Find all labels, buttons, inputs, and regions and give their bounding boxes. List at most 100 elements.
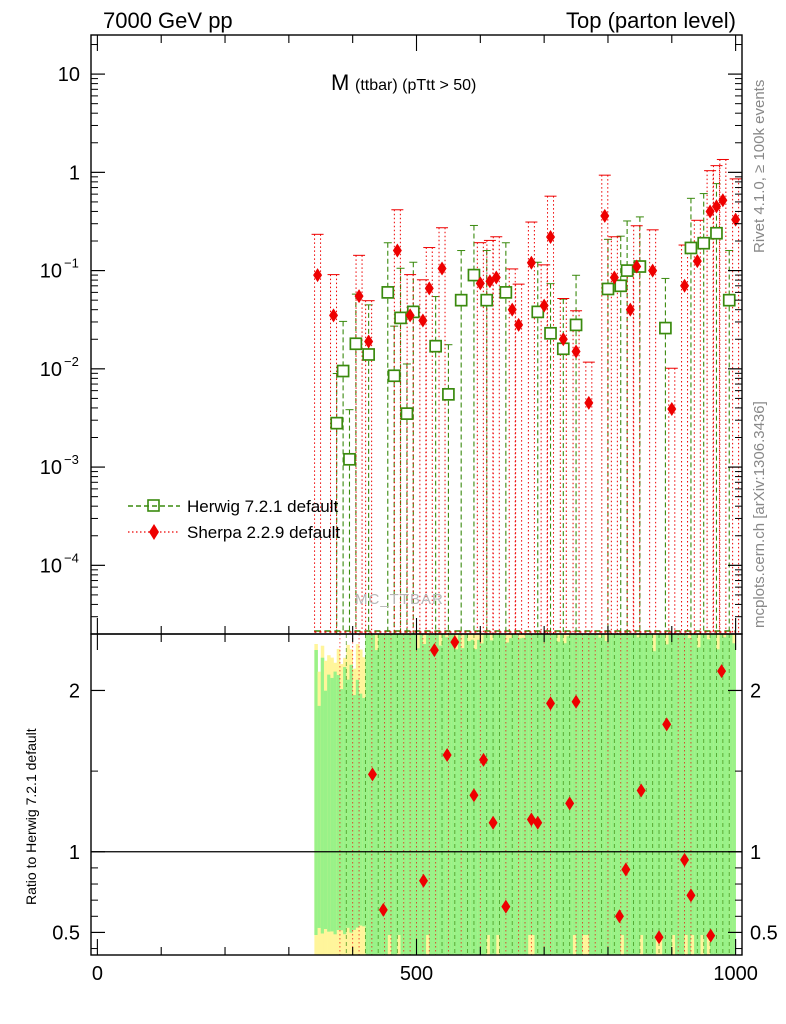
ratio-band-inner	[729, 634, 733, 955]
ratio-band-inner	[483, 634, 488, 955]
herwig-point	[362, 348, 375, 361]
ratio-point	[479, 752, 489, 767]
ratio-band-inner	[317, 705, 322, 928]
ratio-band-inner	[620, 634, 625, 935]
herwig-point	[480, 293, 494, 307]
ratio-band-inner	[566, 636, 570, 955]
herwig-point	[620, 264, 634, 277]
ratio-band-inner	[394, 634, 398, 955]
ratio-band-inner	[496, 634, 500, 935]
ratio-band-inner	[722, 637, 727, 955]
sherpa-point	[364, 334, 374, 349]
ratio-band-inner	[592, 634, 596, 955]
ratio-band-inner	[502, 634, 507, 955]
ratio-tick-label: 0.5	[52, 922, 80, 944]
ratio-point	[429, 643, 439, 658]
herwig-point	[454, 293, 468, 307]
sherpa-point	[418, 313, 428, 328]
side-text-rivet: Rivet 4.1.0, ≥ 100k events	[751, 80, 768, 253]
ratio-band-inner	[384, 634, 389, 955]
ratio-band-inner	[547, 634, 551, 955]
ratio-band-inner	[623, 634, 628, 955]
sherpa-point	[648, 263, 658, 278]
herwig-point	[467, 268, 481, 282]
ratio-band-inner	[432, 634, 436, 955]
ratio-band-inner	[489, 640, 494, 955]
herwig-point	[394, 311, 407, 325]
sherpa-point	[584, 395, 594, 410]
ratio-band-inner	[403, 634, 408, 955]
ratio-band-inner	[445, 637, 449, 955]
ratio-band-inner	[630, 634, 634, 955]
sherpa-point	[625, 302, 635, 317]
ratio-band-inner	[422, 644, 427, 955]
ratio-band-inner	[544, 634, 548, 955]
legend-herwig-label: Herwig 7.2.1 default	[187, 497, 338, 516]
ratio-band-inner	[534, 634, 539, 955]
ratio-band-inner	[607, 634, 612, 955]
ratio-band-inner	[700, 634, 705, 935]
ratio-band-inner	[687, 638, 692, 955]
ratio-band-inner	[426, 634, 430, 935]
herwig-point	[722, 293, 736, 307]
sherpa-point	[313, 268, 323, 283]
main-tick-label: 10	[40, 555, 62, 577]
herwig-point	[544, 326, 557, 340]
sherpa-point	[680, 278, 690, 293]
ratio-band-inner	[521, 637, 526, 955]
sherpa-point	[424, 281, 434, 296]
ratio-band-inner	[694, 634, 698, 955]
sherpa-point	[546, 229, 556, 244]
ratio-band-inner	[346, 679, 350, 928]
main-tick-exponent: −3	[64, 452, 79, 467]
ratio-point	[450, 635, 460, 650]
ratio-band-inner	[486, 634, 491, 935]
ratio-band-inner	[601, 634, 606, 955]
sherpa-point	[491, 270, 501, 285]
herwig-point	[614, 279, 628, 293]
sherpa-point	[329, 308, 339, 323]
ratio-band-inner	[505, 642, 510, 955]
legend-sherpa-label: Sherpa 2.2.9 default	[187, 523, 340, 542]
ratio-band-inner	[381, 634, 385, 955]
ratio-band-inner	[674, 634, 679, 955]
ratio-band-inner	[378, 634, 382, 955]
x-tick-label: 500	[400, 963, 433, 985]
ratio-band-inner	[397, 634, 401, 935]
ratio-band-inner	[454, 649, 459, 955]
sherpa-point	[405, 308, 415, 323]
ratio-band-inner	[668, 634, 673, 955]
ratio-point	[571, 694, 581, 709]
ratio-band-inner	[671, 634, 676, 935]
herwig-point	[349, 337, 363, 351]
ratio-band-inner	[336, 675, 341, 930]
ratio-band-inner	[477, 639, 481, 955]
ratio-band-inner	[400, 634, 405, 955]
legend-sherpa-marker	[149, 524, 159, 540]
ratio-point	[367, 767, 377, 782]
ratio-point	[546, 696, 556, 711]
ratio-band-inner	[716, 649, 720, 955]
plot-title-main: M	[331, 70, 349, 95]
ratio-band-inner	[576, 634, 580, 955]
ratio-band-inner	[518, 638, 523, 955]
ratio-band-inner	[355, 679, 360, 928]
herwig-point	[659, 321, 672, 335]
ratio-band-inner	[525, 634, 529, 955]
ratio-band-inner	[681, 634, 685, 955]
ratio-band-inner	[509, 638, 513, 955]
ratio-band-inner	[556, 641, 561, 955]
herwig-point	[499, 286, 513, 299]
main-tick-label: 10	[58, 64, 80, 86]
ratio-band-inner	[352, 695, 357, 930]
ratio-band-inner	[684, 634, 689, 935]
header-right: Top (parton level)	[566, 8, 736, 33]
main-panel	[311, 158, 742, 634]
ratio-band-inner	[390, 634, 395, 955]
ratio-band-inner	[359, 693, 363, 926]
ratio-band-inner	[435, 634, 440, 955]
ratio-point	[654, 930, 664, 945]
herwig-point	[697, 236, 711, 250]
